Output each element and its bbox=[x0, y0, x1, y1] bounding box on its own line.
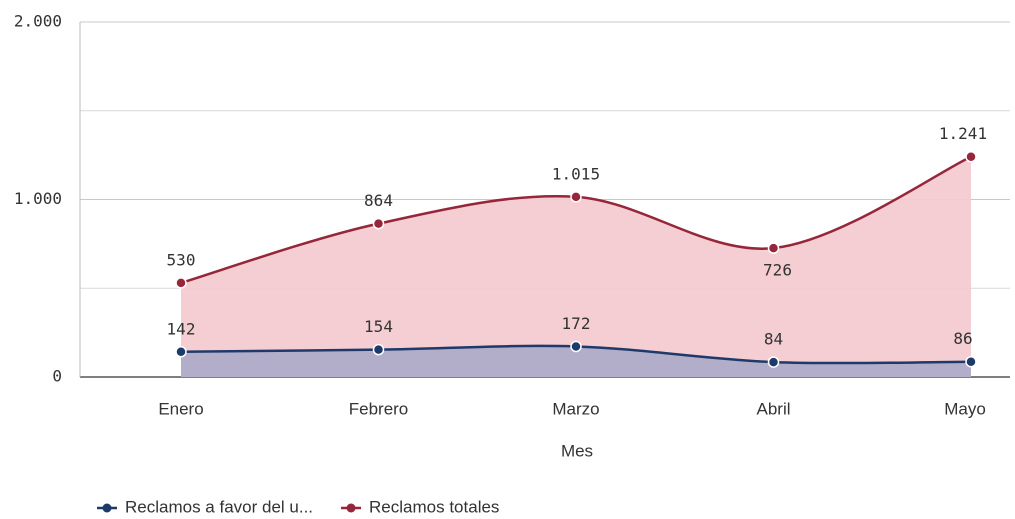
point bbox=[372, 217, 385, 230]
x-tick-label: Marzo bbox=[552, 399, 599, 418]
legend-dot bbox=[346, 503, 356, 513]
data-label: 864 bbox=[364, 191, 393, 210]
point bbox=[767, 242, 780, 254]
legend-label: Reclamos a favor del u... bbox=[125, 497, 313, 516]
legend-dot bbox=[102, 503, 112, 513]
point bbox=[965, 355, 977, 368]
data-label: 1.015 bbox=[552, 164, 600, 183]
point bbox=[175, 277, 187, 289]
y-tick-label: 2.000 bbox=[14, 12, 62, 31]
x-tick-label: Mayo bbox=[944, 399, 986, 418]
data-label: 172 bbox=[562, 314, 591, 333]
x-tick-label: Enero bbox=[158, 399, 203, 418]
data-label: 1.241 bbox=[939, 124, 987, 143]
point bbox=[175, 346, 187, 358]
x-tick-label: Febrero bbox=[349, 399, 409, 418]
data-label: 530 bbox=[167, 250, 196, 269]
y-tick-label: 0 bbox=[52, 367, 62, 386]
point bbox=[570, 191, 582, 203]
y-tick-label: 1.000 bbox=[14, 189, 62, 208]
data-label: 86 bbox=[953, 329, 972, 348]
point bbox=[372, 343, 385, 356]
x-axis-title: Mes bbox=[561, 441, 593, 460]
data-label: 84 bbox=[764, 330, 783, 349]
point bbox=[965, 150, 977, 163]
x-tick-label: Abril bbox=[756, 399, 790, 418]
point bbox=[570, 340, 582, 353]
point bbox=[767, 356, 780, 368]
data-label: 726 bbox=[763, 261, 792, 280]
data-label: 142 bbox=[167, 319, 196, 338]
legend-label: Reclamos totales bbox=[369, 497, 499, 516]
area bbox=[181, 156, 971, 377]
data-label: 154 bbox=[364, 317, 393, 336]
